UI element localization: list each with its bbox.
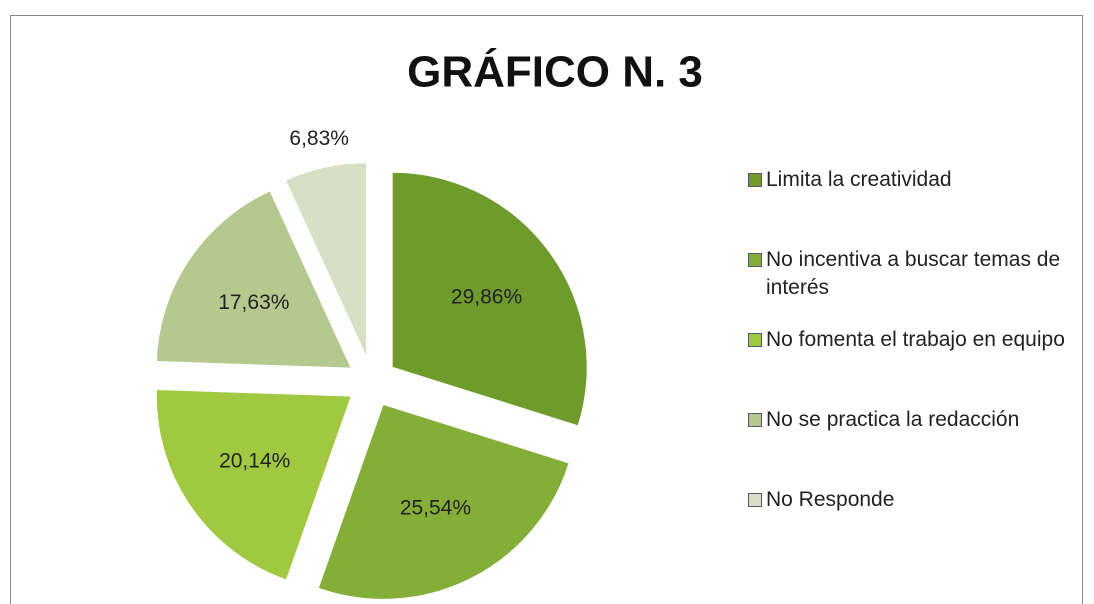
pie-slice (391, 171, 588, 427)
legend-swatch (748, 173, 762, 187)
legend-swatch (748, 493, 762, 507)
legend-swatch (748, 253, 762, 267)
legend-item: No incentiva a buscar temas de interés (748, 246, 1078, 302)
legend-item: No fomenta el trabajo en equipo (748, 326, 1078, 354)
data-label: 6,83% (289, 127, 349, 150)
legend-label: No incentiva a buscar temas de interés (766, 248, 1061, 299)
data-label: 29,86% (451, 286, 522, 309)
legend-label: No Responde (766, 488, 895, 511)
legend-label: No se practica la redacción (766, 408, 1020, 431)
pie-slice (284, 162, 368, 358)
legend-swatch (748, 413, 762, 427)
pie-slice (155, 388, 353, 581)
pie-slice (317, 403, 570, 600)
legend-label: No fomenta el trabajo en equipo (766, 328, 1065, 351)
legend-swatch (748, 333, 762, 347)
frame (10, 15, 1083, 604)
pie-slice (155, 190, 352, 369)
legend-label: Limita la creatividad (766, 168, 952, 191)
data-label: 17,63% (218, 291, 289, 314)
legend-item: No Responde (748, 486, 1078, 514)
legend-item: Limita la creatividad (748, 166, 1078, 194)
data-label: 20,14% (219, 450, 290, 473)
data-label: 25,54% (400, 497, 471, 520)
legend-item: No se practica la redacción (748, 406, 1078, 434)
chart-title: GRÁFICO N. 3 (407, 47, 703, 97)
